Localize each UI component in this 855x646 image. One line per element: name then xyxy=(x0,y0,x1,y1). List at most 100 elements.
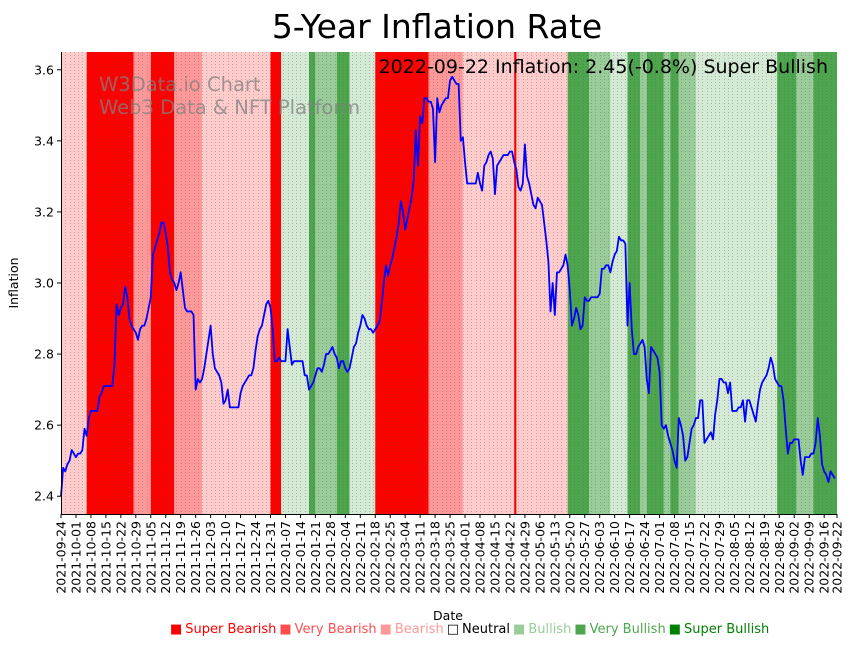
regime-band-bullish xyxy=(589,52,611,514)
x-tick-label: 2022-07-29 xyxy=(712,521,727,594)
x-tick-label: 2022-08-19 xyxy=(757,521,772,594)
x-tick-label: 2022-01-07 xyxy=(278,521,293,594)
x-tick-label: 2022-07-01 xyxy=(652,521,667,594)
x-tick-label: 2022-07-15 xyxy=(682,521,697,594)
axes xyxy=(61,52,837,515)
x-tick-label: 2022-08-26 xyxy=(772,521,787,594)
regime-band-bullish xyxy=(796,52,814,514)
legend-label: Super Bullish xyxy=(683,621,770,637)
x-tick-label: 2022-06-24 xyxy=(637,521,652,594)
legend-item: ■ Bullish xyxy=(513,620,571,638)
regime-band-bullish xyxy=(663,52,671,514)
x-tick-label: 2021-10-08 xyxy=(83,521,98,594)
x-tick-label: 2021-12-17 xyxy=(233,521,248,594)
x-tick-label: 2022-07-22 xyxy=(697,521,712,594)
x-tick-label: 2022-04-15 xyxy=(487,521,502,594)
x-tick-label: 2021-12-24 xyxy=(248,521,263,594)
x-tick-label: 2022-06-03 xyxy=(592,521,607,594)
x-tick-label: 2022-02-25 xyxy=(383,521,398,594)
y-tick-label: 3.6 xyxy=(34,62,54,77)
regime-band-bg-bullish xyxy=(281,52,309,514)
regime-band-bullish xyxy=(678,52,696,514)
regime-band-super-bearish xyxy=(86,52,134,514)
x-tick-label: 2022-01-28 xyxy=(323,521,338,594)
x-tick-label: 2022-02-04 xyxy=(338,521,353,594)
y-axis-label: Inflation xyxy=(6,257,21,308)
x-tick-label: 2022-08-05 xyxy=(727,521,742,594)
legend-swatch: ■ xyxy=(379,621,392,637)
x-axis-label: Date xyxy=(433,608,463,623)
regime-band-bg-bullish xyxy=(610,52,628,514)
y-tick-label: 2.8 xyxy=(34,347,54,362)
x-tick-label: 2021-11-26 xyxy=(188,521,203,594)
x-tick-label: 2021-12-31 xyxy=(263,521,278,594)
x-tick-label: 2021-12-10 xyxy=(218,521,233,594)
legend-item: ■ Very Bullish xyxy=(574,620,665,638)
regime-band-super-bearish xyxy=(514,52,517,514)
x-tick-label: 2021-11-19 xyxy=(173,521,188,594)
x-tick-label: 2022-07-08 xyxy=(667,521,682,594)
x-tick-label: 2022-01-21 xyxy=(308,521,323,594)
x-tick-label: 2022-03-04 xyxy=(398,521,413,594)
regime-band-very-bullish xyxy=(336,52,350,514)
y-ticks: 2.4 2.6 2.8 3.0 3.2 3.4 3.6 xyxy=(34,62,61,504)
x-tick-label: 2021-12-03 xyxy=(203,521,218,594)
x-tick-label: 2022-03-25 xyxy=(443,521,458,594)
x-tick-label: 2022-05-20 xyxy=(562,521,577,594)
regime-band-very-bullish xyxy=(627,52,641,514)
x-tick-label: 2022-02-11 xyxy=(353,521,368,594)
latest-value-annotation: 2022-09-22 Inflation: 2.45(-0.8%) Super … xyxy=(379,56,828,78)
legend-item: ■ Bearish xyxy=(380,620,444,638)
y-tick-label: 2.4 xyxy=(34,489,54,504)
regime-band-bullish xyxy=(315,52,337,514)
legend-item: ■ Super Bearish xyxy=(170,620,276,638)
regime-band-very-bullish xyxy=(813,52,837,514)
legend-label: Very Bearish xyxy=(294,621,377,637)
legend-item: □ Neutral xyxy=(447,620,510,638)
x-ticks: 2021-09-24 2021-10-01 2021-10-08 2021-10-15… xyxy=(54,514,845,594)
legend-swatch: ■ xyxy=(170,621,183,637)
x-tick-label: 2022-05-06 xyxy=(532,521,547,594)
watermark-line1: W3Data.io Chart xyxy=(99,73,261,96)
x-tick-label: 2021-10-15 xyxy=(98,521,113,594)
regime-band-very-bullish xyxy=(308,52,316,514)
x-tick-label: 2022-08-12 xyxy=(742,521,757,594)
y-tick-label: 3.4 xyxy=(34,133,54,148)
x-tick-label: 2022-09-09 xyxy=(802,521,817,594)
x-tick-label: 2022-01-14 xyxy=(293,521,308,594)
legend-item: ■ Super Bullish xyxy=(669,620,770,638)
legend-swatch: □ xyxy=(446,621,460,637)
legend-label: Very Bullish xyxy=(589,621,666,637)
x-tick-label: 2022-04-22 xyxy=(502,521,517,594)
y-tick-label: 2.6 xyxy=(34,418,54,433)
regime-band-super-bearish xyxy=(270,52,282,514)
legend-label: Super Bearish xyxy=(185,621,277,637)
regime-band-bg-bullish xyxy=(695,52,778,514)
legend-item: ■ Very Bearish xyxy=(279,620,376,638)
legend-swatch: ■ xyxy=(513,621,526,637)
regime-band-bg-bullish xyxy=(349,52,376,514)
x-tick-label: 2021-09-24 xyxy=(54,521,69,594)
x-tick-label: 2022-06-10 xyxy=(607,521,622,594)
regime-band-bg-bearish xyxy=(482,52,536,514)
x-tick-label: 2022-04-01 xyxy=(458,521,473,594)
x-tick-label: 2022-06-17 xyxy=(622,521,637,594)
regime-band-bg-bearish xyxy=(462,52,483,514)
x-tick-label: 2022-05-13 xyxy=(547,521,562,594)
legend-label: Bearish xyxy=(394,621,444,637)
x-tick-label: 2022-05-27 xyxy=(577,521,592,594)
y-tick-label: 3.0 xyxy=(34,276,54,291)
regime-band-bullish xyxy=(640,52,647,514)
x-tick-label: 2022-09-16 xyxy=(817,521,832,594)
legend-label: Bullish xyxy=(528,621,572,637)
legend: ■ Super Bearish ■ Very Bearish ■ Bearish □ Neut… xyxy=(170,620,772,638)
vertical-gridlines xyxy=(65,52,836,514)
legend-swatch: ■ xyxy=(668,621,681,637)
chart-title: 5-Year Inflation Rate xyxy=(272,7,602,46)
legend-swatch: ■ xyxy=(279,621,292,637)
x-tick-label: 2022-04-29 xyxy=(517,521,532,594)
inflation-series-line xyxy=(60,75,836,497)
regime-band-very-bullish xyxy=(777,52,797,514)
regime-band-very-bullish xyxy=(670,52,679,514)
